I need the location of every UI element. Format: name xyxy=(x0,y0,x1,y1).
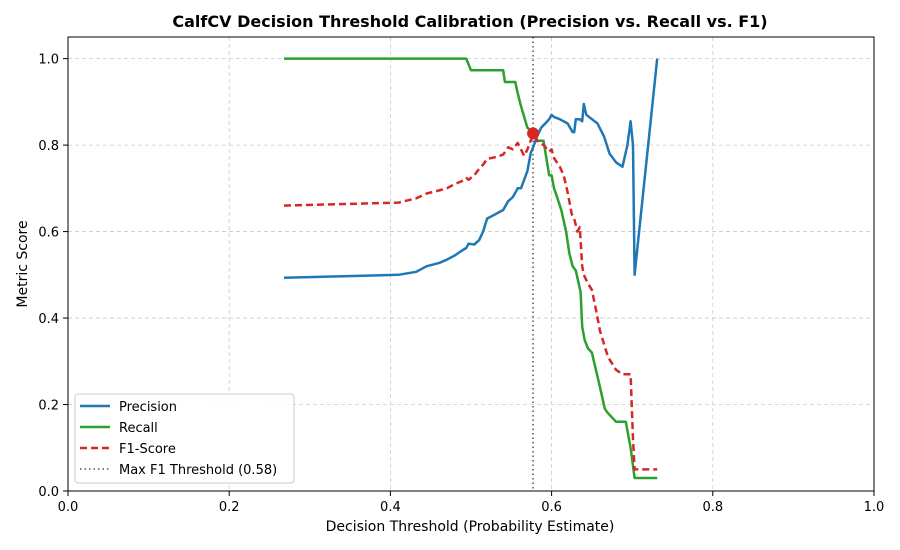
y-axis-label: Metric Score xyxy=(15,220,31,307)
series-line-f1-score xyxy=(283,133,658,471)
y-tick-label: 0.8 xyxy=(38,139,59,154)
y-axis-ticks: 0.0 0.2 0.4 0.6 0.8 1.0 xyxy=(38,53,68,500)
x-tick-label: 0.0 xyxy=(58,500,79,515)
series-line-recall xyxy=(284,57,658,480)
y-tick-label: 0.6 xyxy=(38,226,59,241)
x-axis-ticks: 0.0 0.2 0.4 0.6 0.8 1.0 xyxy=(58,491,885,515)
series-layer xyxy=(283,57,659,480)
legend-box xyxy=(74,393,295,484)
x-tick-label: 1.0 xyxy=(864,500,885,515)
legend-label-recall: Recall xyxy=(119,421,158,436)
x-tick-label: 0.2 xyxy=(219,500,240,515)
x-tick-label: 0.8 xyxy=(702,500,723,515)
y-tick-label: 0.0 xyxy=(38,485,59,500)
x-tick-label: 0.4 xyxy=(380,500,401,515)
max-f1-point xyxy=(527,127,540,140)
y-tick-label: 1.0 xyxy=(38,53,59,68)
plot-frame xyxy=(67,36,875,492)
marker-layer xyxy=(527,127,540,140)
x-axis-label: Decision Threshold (Probability Estimate… xyxy=(326,519,615,535)
y-tick-label: 0.2 xyxy=(38,399,59,414)
y-tick-label: 0.4 xyxy=(38,312,59,327)
chart-title: CalfCV Decision Threshold Calibration (P… xyxy=(172,12,767,31)
legend-label-precision: Precision xyxy=(119,400,177,415)
legend: Precision Recall F1-Score Max F1 Thresho… xyxy=(74,393,295,484)
legend-label-threshold: Max F1 Threshold (0.58) xyxy=(119,463,277,478)
legend-label-f1: F1-Score xyxy=(119,442,176,457)
series-line-precision xyxy=(283,58,659,280)
x-tick-label: 0.6 xyxy=(541,500,562,515)
